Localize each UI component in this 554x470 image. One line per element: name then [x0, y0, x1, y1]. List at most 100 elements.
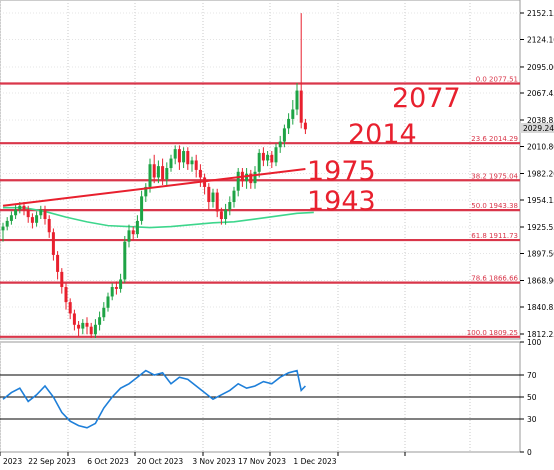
candle [182, 147, 186, 169]
candle [194, 154, 198, 178]
candle-body [98, 317, 102, 325]
candle [173, 145, 177, 165]
candle [215, 188, 219, 218]
trendline-line [2, 167, 306, 207]
candle-body [144, 186, 148, 197]
candle-body [303, 122, 307, 130]
candle [270, 151, 274, 169]
ma-line [3, 206, 314, 229]
candle-body [257, 152, 261, 172]
fib-levels: 0.0 2077.51 23.6 2014.29 38.2 1975.04 50.0 … [0, 75, 520, 338]
candle-body [198, 169, 202, 178]
candle-body [161, 166, 165, 180]
y-tick-label: 2038.85 [527, 116, 554, 125]
candle-body [30, 217, 34, 223]
candle-body [47, 219, 51, 233]
y-tick-label: 2067.45 [527, 89, 554, 98]
candle [89, 322, 93, 339]
candle-body [278, 141, 282, 148]
candle-body [282, 128, 286, 142]
candle [77, 321, 81, 337]
candle-body [295, 90, 299, 110]
rsi-polyline [2, 369, 306, 429]
candle [177, 145, 181, 170]
candle [135, 215, 139, 238]
candle [303, 118, 307, 135]
candle-body [165, 168, 169, 180]
candle [140, 190, 144, 225]
candle [198, 164, 202, 187]
candle-body [245, 173, 249, 182]
y-tick-label: 1868.90 [527, 277, 554, 286]
candle [291, 100, 295, 125]
candle [274, 143, 278, 167]
candle [5, 217, 9, 231]
candle-body [261, 152, 265, 161]
candle [127, 224, 131, 248]
rsi-tick-label: 0 [527, 448, 532, 457]
candle [98, 311, 102, 331]
candle [282, 124, 286, 148]
candle-body [93, 324, 97, 335]
candle [35, 211, 39, 227]
rsi-tick-label: 100 [527, 338, 542, 347]
rsi-tick-label: 30 [527, 415, 537, 424]
candle-body [114, 287, 118, 289]
x-tick-label: 6 Oct 2023 [87, 457, 129, 466]
candle [30, 213, 34, 229]
candle [51, 228, 55, 261]
candle-body [39, 209, 43, 216]
candle-body [287, 118, 291, 129]
candle [299, 13, 303, 129]
candle-body [186, 151, 190, 165]
x-tick-label: 17 Nov 2023 [238, 457, 286, 466]
candle [224, 203, 228, 225]
y-tick-label: 1812.25 [527, 330, 554, 339]
candle [144, 183, 148, 203]
candle-body [131, 230, 135, 235]
candle-body [219, 211, 223, 220]
candle-body [106, 296, 110, 308]
candle-body [72, 313, 76, 325]
candle-body [274, 147, 278, 163]
candle [169, 154, 173, 172]
rsi-line [2, 369, 306, 429]
candle [190, 156, 194, 172]
candle [245, 168, 249, 189]
candle-body [211, 192, 215, 203]
candle-body [60, 271, 64, 288]
rsi-tick-label: 70 [527, 371, 537, 380]
fib-level-label: 100.0 1809.25 [467, 329, 518, 337]
candle-body [190, 160, 194, 165]
candle-body [81, 322, 85, 329]
candle-body [169, 158, 173, 169]
candle-body [85, 322, 89, 327]
candle [64, 283, 68, 310]
fib-level-label: 23.6 2014.29 [471, 135, 518, 143]
y-tick-label: 1982.20 [527, 170, 554, 179]
candle-body [266, 154, 270, 161]
candle-body [173, 149, 177, 159]
y-tick-label: 1897.50 [527, 249, 554, 258]
current-price-label: 2029.24 [523, 124, 554, 133]
candle-body [177, 149, 181, 163]
candle [56, 251, 60, 280]
fib-level-label: 50.0 1943.38 [471, 202, 518, 210]
candle-body [102, 307, 106, 318]
x-tick-label: 22 Sep 2023 [28, 457, 76, 466]
candle-body [299, 90, 303, 123]
price-axis: 2152.15 2124.10 2095.00 2067.45 2038.85 2010.… [520, 9, 554, 339]
candle-body [228, 202, 232, 210]
candle [165, 162, 169, 186]
candle-body [224, 209, 228, 220]
candle [106, 292, 110, 312]
candle-body [64, 287, 68, 303]
candle [295, 83, 299, 116]
candle [39, 205, 43, 220]
current-price-tag: 2029.24 [520, 123, 554, 133]
time-axis: 2023 22 Sep 2023 6 Oct 2023 20 Oct 2023 3 No… [0, 452, 406, 466]
x-tick-label: 1 Dec 2023 [293, 457, 336, 466]
candle-body [194, 160, 198, 170]
candle-body [18, 205, 22, 210]
